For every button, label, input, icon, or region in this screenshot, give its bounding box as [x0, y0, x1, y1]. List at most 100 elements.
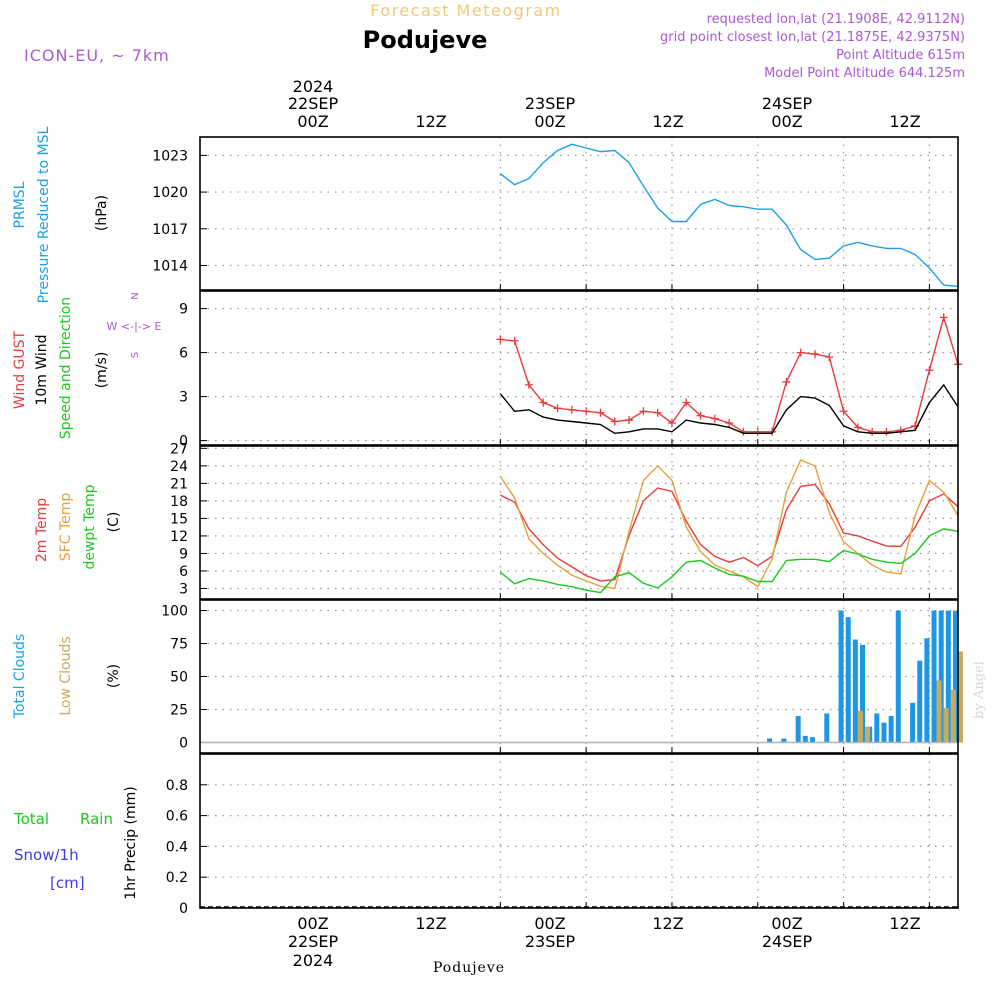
gust-marker — [582, 407, 591, 416]
gust-marker — [596, 408, 605, 417]
top-hour-label-6: 12Z — [889, 112, 920, 131]
clouds-bar-total-clouds — [802, 735, 808, 743]
clouds-bar-total-clouds — [824, 713, 830, 743]
clouds-panel: 0 25 50 75 100 — [161, 599, 963, 754]
clouds-bar-total-clouds — [845, 617, 851, 743]
bottom-hour-label-2: 12Z — [415, 914, 446, 933]
wind-unit: (m/s) — [94, 352, 110, 389]
precipitation-ytick-label: 0.8 — [166, 778, 188, 794]
pressure-ytick-label: 1020 — [152, 185, 188, 201]
precip-rain-label: Rain — [80, 810, 113, 828]
total-clouds-label: Total Clouds — [12, 634, 28, 719]
gust-marker — [553, 404, 562, 413]
precipitation-panel: 0 0.2 0.4 0.6 0.8 — [166, 753, 959, 917]
wind-ytick-label: 6 — [179, 346, 188, 362]
precipitation-ytick-label: 0.6 — [166, 809, 188, 825]
clouds-bar-total-clouds — [953, 610, 958, 743]
gust-marker — [696, 411, 705, 420]
pressure-ytick-label: 1023 — [152, 148, 188, 164]
clouds-bar-total-clouds — [781, 738, 787, 743]
top-year-label: 2024 — [293, 77, 334, 96]
clouds-bar-total-clouds — [852, 639, 858, 743]
top-hour-label-3: 00Z — [534, 112, 565, 131]
gust-marker — [768, 427, 777, 436]
gust-marker — [796, 348, 805, 357]
pressure-ytick-label: 1014 — [152, 259, 188, 275]
pressure-panel: 1014 1017 1020 1023 — [152, 136, 959, 291]
wind-ytick-label: 9 — [179, 302, 188, 318]
pressure-ytick-label: 1017 — [152, 222, 188, 238]
gust-marker — [710, 414, 719, 423]
clouds-bar-total-clouds — [795, 716, 801, 743]
pressure-unit: (hPa) — [94, 195, 110, 231]
footer-location: Podujeve — [433, 960, 505, 976]
temp-unit: (C) — [106, 512, 122, 533]
wind-series-wind-gust — [500, 314, 959, 433]
clouds-bar-total-clouds — [938, 610, 944, 743]
clouds-ytick-label: 50 — [170, 670, 188, 686]
gust-marker — [610, 417, 619, 426]
temperature-ytick-label: 24 — [170, 459, 188, 475]
bottom-hour-label-3: 00Z — [534, 914, 565, 933]
temp2m-label: 2m Temp — [34, 498, 50, 562]
gust-marker — [825, 353, 834, 361]
top-hour-label-4: 12Z — [652, 112, 683, 131]
bottom-hour-label-6: 12Z — [889, 914, 920, 933]
requested-coords: requested lon,lat (21.1908E, 42.9112N) — [707, 12, 965, 27]
gust-marker — [539, 398, 548, 407]
bottom-day-label-3: 24SEP — [762, 932, 813, 951]
chart-title: Forecast Meteogram — [370, 1, 561, 20]
clouds-bar-total-clouds — [945, 610, 951, 743]
clouds-bar-total-clouds — [931, 610, 937, 743]
gust-marker — [682, 398, 691, 407]
location-title: Podujeve — [363, 26, 488, 54]
gust-marker — [625, 416, 634, 425]
clouds-bar-total-clouds — [860, 644, 866, 743]
bottom-hour-label-5: 00Z — [771, 914, 802, 933]
clouds-bar-total-clouds — [881, 722, 887, 743]
gust-marker — [782, 377, 791, 386]
clouds-bar-total-clouds — [895, 610, 901, 743]
temperature-ytick-label: 18 — [170, 494, 188, 510]
clouds-bar-low-clouds — [950, 689, 956, 743]
pressure-label-2: Pressure Reduced to MSL — [36, 126, 52, 303]
top-day-label-2: 23SEP — [525, 94, 576, 113]
clouds-ytick-label: 100 — [161, 604, 188, 620]
gust-marker — [667, 419, 676, 427]
temperature-series-sfc-temp — [499, 459, 959, 590]
clouds-bar-low-clouds — [943, 708, 949, 743]
gust-marker — [567, 405, 576, 414]
temperature-ytick-label: 6 — [179, 564, 188, 580]
clouds-ytick-label: 0 — [179, 735, 188, 751]
low-clouds-label: Low Clouds — [58, 636, 74, 715]
clouds-ytick-label: 25 — [170, 702, 188, 718]
temperature-ytick-label: 12 — [170, 529, 188, 545]
clouds-bar-total-clouds — [767, 738, 773, 743]
wind-series-10m-wind — [499, 383, 959, 435]
temperature-ytick-label: 15 — [170, 511, 188, 527]
precip-snow-label: Snow/1h — [14, 846, 79, 864]
gust-marker — [510, 336, 519, 345]
precipitation-frame — [199, 753, 959, 909]
wind-frame — [199, 290, 959, 446]
gust-marker — [753, 427, 762, 436]
bottom-hour-label-1: 00Z — [297, 914, 328, 933]
top-hour-label-1: 00Z — [297, 112, 328, 131]
model-altitude: Model Point Altitude 644.125m — [764, 66, 965, 81]
bottom-year-label: 2024 — [293, 951, 334, 970]
clouds-frame — [199, 599, 959, 754]
gust-marker — [496, 335, 505, 344]
gust-marker — [868, 427, 877, 436]
clouds-bar-low-clouds — [958, 651, 963, 743]
precip-total-label: Total — [13, 810, 49, 828]
bottom-day-label-2: 23SEP — [525, 932, 576, 951]
wind-ytick-label: 0 — [179, 434, 188, 450]
gust-marker — [839, 407, 848, 416]
gust-marker — [882, 427, 891, 436]
temperature-ytick-label: 3 — [179, 581, 188, 597]
pressure-frame — [199, 136, 959, 291]
sfc-temp-label: SFC Temp — [58, 493, 74, 562]
temperature-ytick-label: 27 — [170, 441, 188, 457]
gust-marker — [925, 366, 934, 375]
